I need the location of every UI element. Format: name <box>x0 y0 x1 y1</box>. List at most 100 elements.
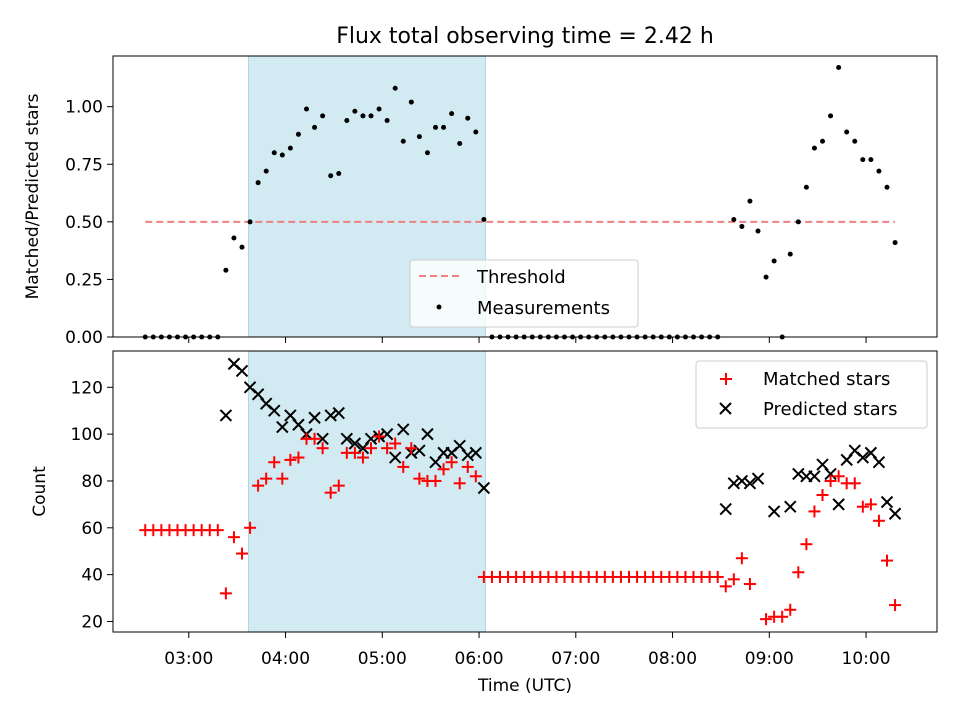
bottom-y-axis-label: Count <box>30 466 50 517</box>
matched-star-point <box>365 442 378 455</box>
measurement-point <box>731 217 737 223</box>
measurement-point <box>868 157 874 163</box>
x-tick-label: 03:00 <box>164 649 213 669</box>
matched-star-point <box>373 430 386 443</box>
top-y-axis-label: Matched/Predicted stars <box>23 93 43 299</box>
top-legend: Threshold Measurements <box>409 259 639 328</box>
matched-star-point <box>276 472 289 485</box>
measurement-point <box>320 113 326 119</box>
measurement-point <box>763 274 769 280</box>
bottom-panel: 20 40 60 80 100 120 03:00 04:00 05:00 06:00 07:00… <box>30 350 938 696</box>
matched-star-point <box>800 538 813 551</box>
matched-star-point <box>776 610 789 623</box>
top-legend-box <box>409 259 639 328</box>
legend-measurements-swatch <box>436 304 442 310</box>
matched-star-point <box>453 477 466 490</box>
predicted-star-point <box>340 432 354 446</box>
measurement-point <box>304 106 310 112</box>
measurement-point <box>271 150 277 156</box>
predicted-star-point <box>276 420 289 434</box>
predicted-star-point <box>397 423 410 436</box>
predicted-star-point <box>332 406 345 420</box>
x-tick-label: 04:00 <box>261 649 310 669</box>
matched-star-point <box>211 524 224 537</box>
predicted-star-point <box>872 456 886 469</box>
predicted-star-point <box>735 474 749 488</box>
bottom-observing-window <box>247 350 486 633</box>
matched-star-point <box>244 521 257 534</box>
measurement-point <box>771 258 777 264</box>
measurement-point <box>852 138 858 144</box>
matched-star-point <box>292 451 305 464</box>
predicted-stars-layer <box>219 357 902 520</box>
predicted-star-point <box>219 409 233 422</box>
matched-star-point <box>413 472 426 485</box>
matched-star-point <box>268 456 281 469</box>
matched-star-point <box>784 603 797 616</box>
measurement-point <box>884 184 890 190</box>
measurement-point <box>820 138 826 144</box>
measurement-point <box>223 267 229 273</box>
measurement-point <box>231 235 237 241</box>
matched-star-point <box>889 599 902 612</box>
legend-matched-swatch <box>720 373 732 385</box>
predicted-star-point <box>888 507 902 520</box>
x-tick-label: 10:00 <box>842 649 891 669</box>
x-tick-label: 06:00 <box>455 649 504 669</box>
matched-star-point <box>332 479 345 492</box>
bottom-y-tick-label: 120 <box>71 378 103 398</box>
matched-star-point <box>760 613 773 626</box>
measurement-point <box>360 113 366 119</box>
predicted-star-point <box>316 432 329 446</box>
predicted-star-point <box>380 427 394 441</box>
top-y-tick-label: 0.25 <box>65 270 103 290</box>
matched-star-point <box>711 570 724 583</box>
measurement-point <box>384 117 390 123</box>
predicted-star-point <box>824 467 837 481</box>
bottom-y-ticks: 20 40 60 80 100 120 <box>71 378 113 632</box>
predicted-star-point <box>856 451 870 464</box>
measurement-point <box>481 217 487 223</box>
predicted-star-point <box>751 472 765 485</box>
matched-star-point <box>219 587 232 600</box>
measurement-point <box>408 99 414 105</box>
measurement-point <box>424 150 430 156</box>
matched-star-point <box>848 477 861 490</box>
predicted-star-point <box>477 481 491 495</box>
x-tick-label: 07:00 <box>551 649 600 669</box>
measurement-point <box>747 198 753 204</box>
bottom-y-tick-label: 20 <box>81 612 103 632</box>
measurement-point <box>755 228 761 234</box>
predicted-star-point <box>348 437 362 450</box>
x-tick-label: 08:00 <box>648 649 697 669</box>
predicted-star-point <box>364 432 378 446</box>
matched-stars-layer <box>139 430 902 626</box>
measurement-point <box>279 152 285 158</box>
matched-star-point <box>824 474 837 487</box>
top-y-tick-label: 0.00 <box>65 328 103 348</box>
top-y-ticks: 0.00 0.25 0.50 0.75 1.00 <box>65 98 113 348</box>
matched-star-point <box>236 547 249 560</box>
legend-predicted-label: Predicted stars <box>763 399 897 420</box>
measurement-point <box>368 113 374 119</box>
matched-star-point <box>348 446 361 459</box>
measurement-point <box>287 145 293 151</box>
matched-star-point <box>735 552 748 565</box>
measurement-point <box>336 170 342 176</box>
top-x-ticks <box>188 337 867 343</box>
matched-star-point <box>864 498 877 511</box>
measurement-point <box>312 124 318 130</box>
predicted-star-point <box>832 498 845 511</box>
predicted-star-point <box>719 502 732 516</box>
measurement-point <box>416 134 422 140</box>
predicted-star-point <box>268 404 281 417</box>
matched-star-point <box>832 470 845 483</box>
measurement-point <box>787 251 793 257</box>
matched-star-point <box>252 479 265 492</box>
bottom-plot-frame <box>112 350 938 633</box>
predicted-star-point <box>413 444 426 457</box>
top-y-tick-label: 1.00 <box>65 98 103 118</box>
top-plot-frame <box>112 55 938 338</box>
matched-star-point <box>308 432 321 445</box>
